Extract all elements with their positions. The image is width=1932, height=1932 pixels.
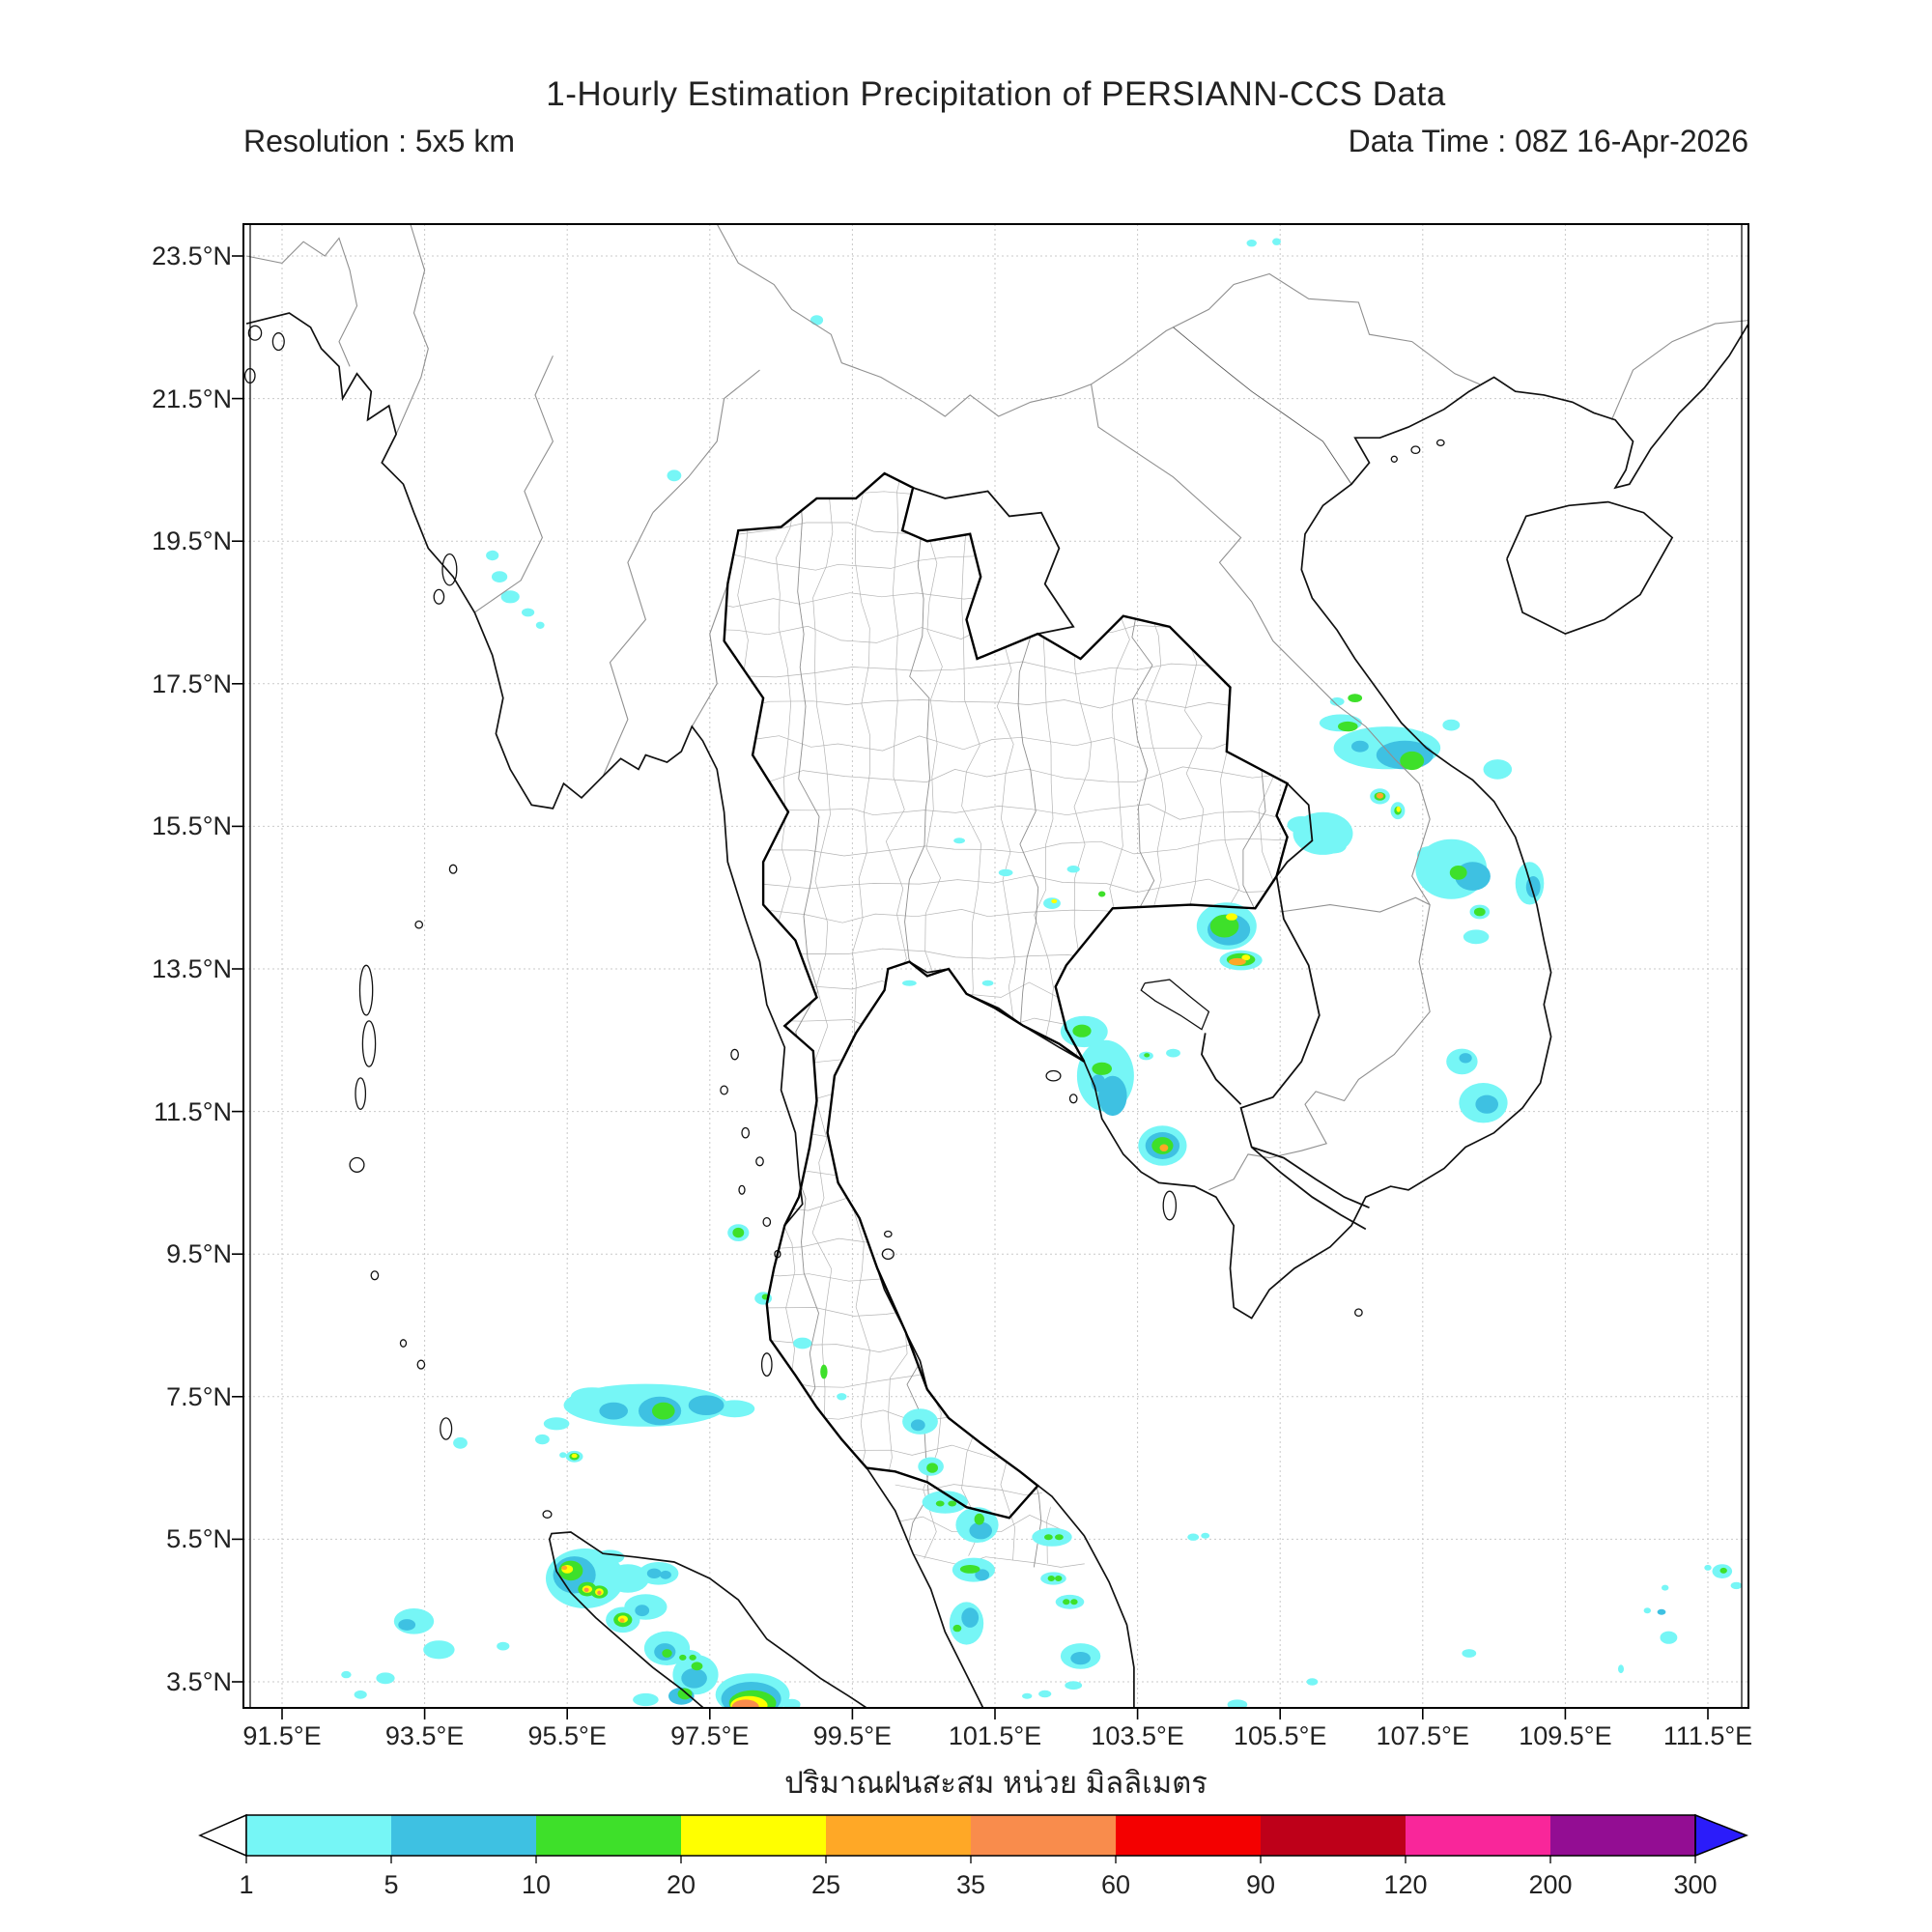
colorbar-tick-label: 60 [1100,1870,1131,1899]
lat-tick-label: 7.5°N [166,1381,232,1411]
lon-tick-label: 95.5°E [527,1721,607,1750]
colorbar-tick-label: 300 [1673,1870,1718,1899]
lat-tick-label: 9.5°N [166,1239,232,1269]
lat-tick-label: 5.5°N [166,1524,232,1554]
lon-tick-label: 97.5°E [670,1721,750,1750]
lon-tick-label: 103.5°E [1091,1721,1184,1750]
lat-tick-label: 3.5°N [166,1667,232,1696]
lat-tick-label: 17.5°N [152,668,232,698]
resolution-label: Resolution : 5x5 km [243,124,516,158]
data-time-label: Data Time : 08Z 16-Apr-2026 [1348,124,1748,158]
map-svg [232,223,1749,1719]
colorbar-tick-label: 90 [1245,1870,1276,1899]
colorbar-tick-label: 120 [1383,1870,1428,1899]
unit-caption-thai: ปริมาณฝนสะสม หน่วย มิลลิเมตร [784,1766,1208,1800]
page-title: 1-Hourly Estimation Precipitation of PER… [546,75,1446,113]
colorbar-tick-label: 25 [810,1870,841,1899]
lon-tick-label: 109.5°E [1519,1721,1612,1750]
precipitation-map [224,205,1768,1727]
colorbar-tick-label: 10 [521,1870,552,1899]
lon-tick-label: 101.5°E [948,1721,1042,1750]
lon-tick-label: 91.5°E [242,1721,322,1750]
lat-tick-label: 23.5°N [152,242,232,270]
colorbar-tick-label: 200 [1528,1870,1573,1899]
lat-tick-label: 19.5°N [152,526,232,556]
lon-tick-label: 111.5°E [1662,1721,1753,1750]
latitude-axis: 23.5°N 21.5°N 19.5°N 17.5°N 15.5°N 13.5°N 11.5… [39,0,232,1932]
lon-tick-label: 105.5°E [1234,1721,1327,1750]
colorbar-tick-label: 5 [384,1870,399,1899]
colorbar [198,1814,1748,1863]
colorbar-tick-label: 1 [239,1870,254,1899]
lat-tick-label: 21.5°N [152,384,232,413]
lat-tick-label: 11.5°N [154,1096,232,1126]
colorbar-tick-label: 35 [955,1870,986,1899]
lon-tick-label: 93.5°E [384,1721,465,1750]
colorbar-tick-label: 20 [666,1870,696,1899]
lon-tick-label: 99.5°E [812,1721,893,1750]
lat-tick-label: 15.5°N [152,811,232,841]
lat-tick-label: 13.5°N [152,954,232,983]
lon-tick-label: 107.5°E [1376,1721,1469,1750]
